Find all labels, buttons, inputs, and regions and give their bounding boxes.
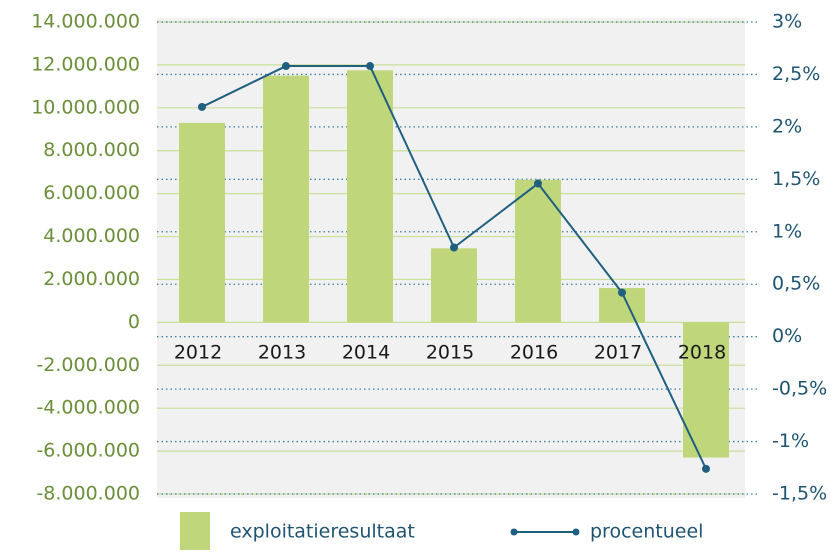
legend-swatch: [180, 512, 210, 550]
line-point: [366, 62, 374, 71]
x-tick-label: 2012: [174, 342, 222, 364]
y2-tick-label: 2,5%: [772, 63, 820, 85]
y2-tick-label: -1%: [772, 430, 809, 452]
y-tick-label: 4.000.000: [43, 225, 140, 247]
y-tick-label: 14.000.000: [31, 11, 140, 33]
line-point: [198, 102, 206, 111]
y2-tick-label: 1%: [772, 220, 802, 242]
y-tick-label: 6.000.000: [43, 182, 140, 204]
x-tick-label: 2016: [510, 342, 558, 364]
line-point: [450, 243, 458, 252]
line-point: [618, 288, 626, 297]
y-tick-label: 8.000.000: [43, 139, 140, 161]
line-point: [282, 62, 290, 71]
y2-tick-label: -1,5%: [772, 483, 827, 505]
legend-label: procentueel: [590, 521, 703, 543]
line-point: [534, 179, 542, 188]
bar: [347, 70, 393, 323]
x-tick-label: 2015: [426, 342, 474, 364]
bar: [431, 248, 477, 323]
legend-label: exploitatieresultaat: [230, 521, 415, 543]
y-tick-label: 0: [128, 311, 140, 333]
y-tick-label: -2.000.000: [36, 354, 140, 376]
x-tick-label: 2014: [342, 342, 390, 364]
bar: [179, 122, 225, 323]
y-tick-label: 2.000.000: [43, 268, 140, 290]
bar: [515, 179, 561, 323]
legend-point: [510, 528, 518, 536]
y-tick-label: -8.000.000: [36, 483, 140, 505]
y-tick-label: -4.000.000: [36, 397, 140, 419]
y2-tick-label: 0%: [772, 325, 802, 347]
y2-tick-label: 2%: [772, 115, 802, 137]
y-tick-label: 12.000.000: [31, 53, 140, 75]
bar: [263, 75, 309, 323]
line-point: [702, 464, 710, 473]
legend-point: [572, 528, 580, 536]
x-tick-label: 2018: [678, 342, 726, 364]
y2-tick-label: 0,5%: [772, 273, 820, 295]
x-tick-label: 2013: [258, 342, 306, 364]
y-tick-label: 10.000.000: [31, 96, 140, 118]
x-tick-label: 2017: [594, 342, 642, 364]
y2-tick-label: -0,5%: [772, 378, 827, 400]
y2-tick-label: 3%: [772, 11, 802, 33]
y2-tick-label: 1,5%: [772, 168, 820, 190]
y-tick-label: -6.000.000: [36, 440, 140, 462]
